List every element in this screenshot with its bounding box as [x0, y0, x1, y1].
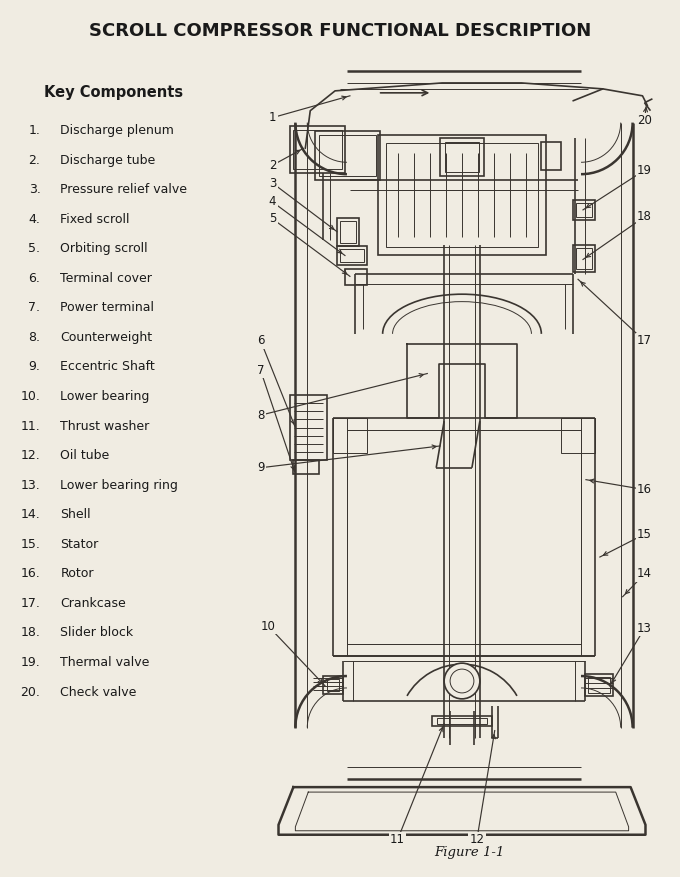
Text: Crankcase: Crankcase	[61, 597, 126, 610]
Text: 17.: 17.	[20, 597, 41, 610]
Bar	[573, 200, 595, 220]
Text: 14.: 14.	[20, 509, 41, 521]
Text: 3.: 3.	[29, 183, 41, 196]
Bar	[576, 247, 592, 269]
Text: 4.: 4.	[29, 213, 41, 225]
Text: 16.: 16.	[20, 567, 41, 581]
Bar	[377, 135, 546, 254]
Bar	[323, 676, 343, 694]
Text: 19.: 19.	[20, 656, 41, 669]
Bar	[293, 130, 342, 169]
Text: 7: 7	[257, 364, 265, 377]
Bar	[541, 142, 561, 170]
Polygon shape	[407, 344, 517, 418]
Bar	[316, 131, 379, 180]
Text: 16: 16	[637, 483, 652, 496]
Bar	[576, 203, 592, 217]
Circle shape	[444, 663, 480, 699]
Text: 9: 9	[257, 461, 265, 474]
Text: 18: 18	[637, 210, 652, 224]
Bar	[333, 418, 367, 453]
Text: 5.: 5.	[29, 242, 41, 255]
Text: Eccentric Shaft: Eccentric Shaft	[61, 360, 155, 374]
Text: 13: 13	[637, 622, 652, 635]
Text: Discharge tube: Discharge tube	[61, 153, 156, 167]
Text: Oil tube: Oil tube	[61, 449, 109, 462]
Text: 6: 6	[257, 334, 265, 347]
Bar	[445, 142, 479, 172]
Text: Counterweight: Counterweight	[61, 331, 152, 344]
Text: Rotor: Rotor	[61, 567, 94, 581]
Text: Orbiting scroll: Orbiting scroll	[61, 242, 148, 255]
Text: 20: 20	[637, 114, 652, 127]
Text: 12.: 12.	[20, 449, 41, 462]
Bar	[585, 674, 613, 695]
Text: 10: 10	[261, 620, 276, 633]
Text: 2.: 2.	[29, 153, 41, 167]
Text: 6.: 6.	[29, 272, 41, 285]
Text: Figure 1-1: Figure 1-1	[434, 846, 504, 859]
Bar	[337, 246, 367, 266]
Text: 8.: 8.	[29, 331, 41, 344]
Text: 14: 14	[637, 567, 652, 581]
Bar	[290, 396, 327, 460]
Bar	[440, 139, 483, 176]
Text: Thermal valve: Thermal valve	[61, 656, 150, 669]
Text: Power terminal: Power terminal	[61, 302, 154, 314]
Bar	[327, 679, 339, 691]
Text: Terminal cover: Terminal cover	[61, 272, 152, 285]
Text: SCROLL COMPRESSOR FUNCTIONAL DESCRIPTION: SCROLL COMPRESSOR FUNCTIONAL DESCRIPTION	[89, 22, 591, 40]
Bar	[347, 430, 581, 645]
Text: 5: 5	[269, 212, 276, 225]
Bar	[345, 269, 367, 285]
Bar	[337, 217, 359, 246]
Bar	[561, 418, 595, 453]
Text: Lower bearing ring: Lower bearing ring	[61, 479, 178, 492]
Text: Lower bearing: Lower bearing	[61, 390, 150, 403]
Text: 12: 12	[469, 833, 484, 846]
Bar	[340, 221, 356, 243]
Text: Thrust washer: Thrust washer	[61, 419, 150, 432]
Text: Pressure relief valve: Pressure relief valve	[61, 183, 187, 196]
Text: 15: 15	[637, 528, 652, 541]
Bar	[588, 677, 610, 693]
Text: 19: 19	[637, 164, 652, 176]
Bar	[432, 716, 492, 725]
Circle shape	[450, 669, 474, 693]
Text: 2: 2	[269, 159, 276, 172]
Bar	[437, 717, 487, 724]
Text: Shell: Shell	[61, 509, 91, 521]
Text: 10.: 10.	[20, 390, 41, 403]
Bar	[293, 460, 319, 474]
Text: 18.: 18.	[20, 626, 41, 639]
Bar	[290, 125, 345, 173]
Text: Discharge plenum: Discharge plenum	[61, 124, 174, 137]
Text: Key Components: Key Components	[44, 85, 184, 100]
Text: 11.: 11.	[20, 419, 41, 432]
Text: 15.: 15.	[20, 538, 41, 551]
Text: 1.: 1.	[29, 124, 41, 137]
Text: 1: 1	[269, 111, 276, 125]
Text: 8: 8	[257, 409, 265, 422]
Text: 13.: 13.	[20, 479, 41, 492]
Text: Fixed scroll: Fixed scroll	[61, 213, 130, 225]
Text: 7.: 7.	[29, 302, 41, 314]
Text: 11: 11	[390, 833, 405, 846]
Bar	[340, 248, 364, 262]
Text: 9.: 9.	[29, 360, 41, 374]
Text: Slider block: Slider block	[61, 626, 133, 639]
Text: 3: 3	[269, 176, 276, 189]
Text: 20.: 20.	[20, 686, 41, 699]
Text: 17: 17	[637, 334, 652, 347]
Bar	[319, 134, 376, 176]
Bar	[573, 245, 595, 273]
Text: 4: 4	[269, 196, 276, 209]
Text: Stator: Stator	[61, 538, 99, 551]
Text: Check valve: Check valve	[61, 686, 137, 699]
Bar	[386, 144, 539, 246]
